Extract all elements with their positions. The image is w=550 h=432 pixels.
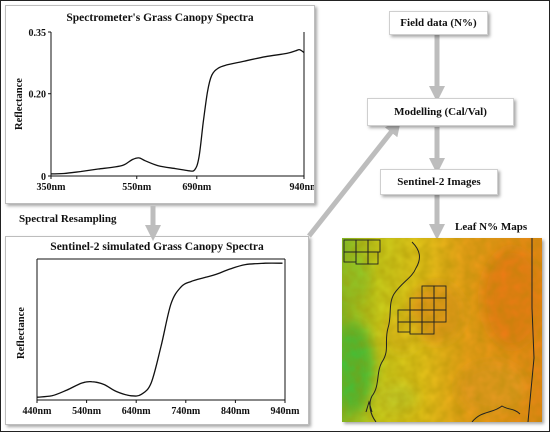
- top-y-tick-1: 0.20: [29, 90, 47, 101]
- field-data-box: Field data (N%): [389, 11, 488, 35]
- spectrometer-panel-title: Spectrometer's Grass Canopy Spectra: [66, 12, 254, 24]
- top-spectrum-line: [50, 48, 305, 175]
- top-x-tick-2: 690nm: [182, 182, 212, 193]
- map-texture: [342, 238, 542, 422]
- bottom-y-axis-label: Reflectance: [16, 307, 27, 359]
- spectrometer-chart: 350nm 550nm 690nm 940nm 0 0.20 0.35 Reflectanc…: [14, 28, 314, 193]
- bottom-spectrum-line: [36, 262, 283, 398]
- map-plot-grid-middle: [397, 285, 447, 335]
- top-x-tick-1: 550nm: [122, 182, 152, 193]
- map-bottom-boundary: [471, 405, 521, 422]
- bottom-x-tick-0: 440nm: [23, 406, 53, 417]
- bottom-x-tick-4: 840nm: [221, 406, 251, 417]
- map-boundary-line: [369, 241, 420, 422]
- bottom-x-tick-2: 640nm: [122, 406, 152, 417]
- sentinel-images-box: Sentinel-2 Images: [380, 169, 498, 195]
- sentinel-simulated-panel: Sentinel-2 simulated Grass Canopy Spectr…: [5, 236, 309, 425]
- map-plot-grid-top: [343, 239, 381, 265]
- leaf-maps-label: Leaf N% Maps: [455, 221, 528, 233]
- spectrometer-panel: Spectrometer's Grass Canopy Spectra 350n…: [5, 5, 315, 204]
- spectral-resampling-label: Spectral Resampling: [19, 213, 117, 225]
- bottom-x-tick-1: 540nm: [72, 406, 102, 417]
- map-north-arrow: [365, 400, 373, 413]
- top-y-axis-label: Reflectance: [14, 78, 25, 130]
- map-right-boundary: [527, 238, 535, 422]
- bottom-x-tick-5: 940nm: [271, 406, 301, 417]
- top-x-tick-0: 350nm: [37, 182, 67, 193]
- leaf-nitrogen-map: [342, 238, 542, 422]
- top-y-tick-0: 0: [41, 172, 46, 183]
- modelling-box: Modelling (Cal/Val): [367, 98, 514, 126]
- top-x-tick-3: 940nm: [290, 182, 314, 193]
- top-y-tick-2: 0.35: [29, 28, 47, 39]
- bottom-x-tick-3: 740nm: [171, 406, 201, 417]
- sentinel-simulated-panel-title: Sentinel-2 simulated Grass Canopy Spectr…: [50, 241, 264, 253]
- sentinel-simulated-chart: 440nm 540nm 640nm 740nm 840nm 940nm Reflectan…: [16, 258, 301, 417]
